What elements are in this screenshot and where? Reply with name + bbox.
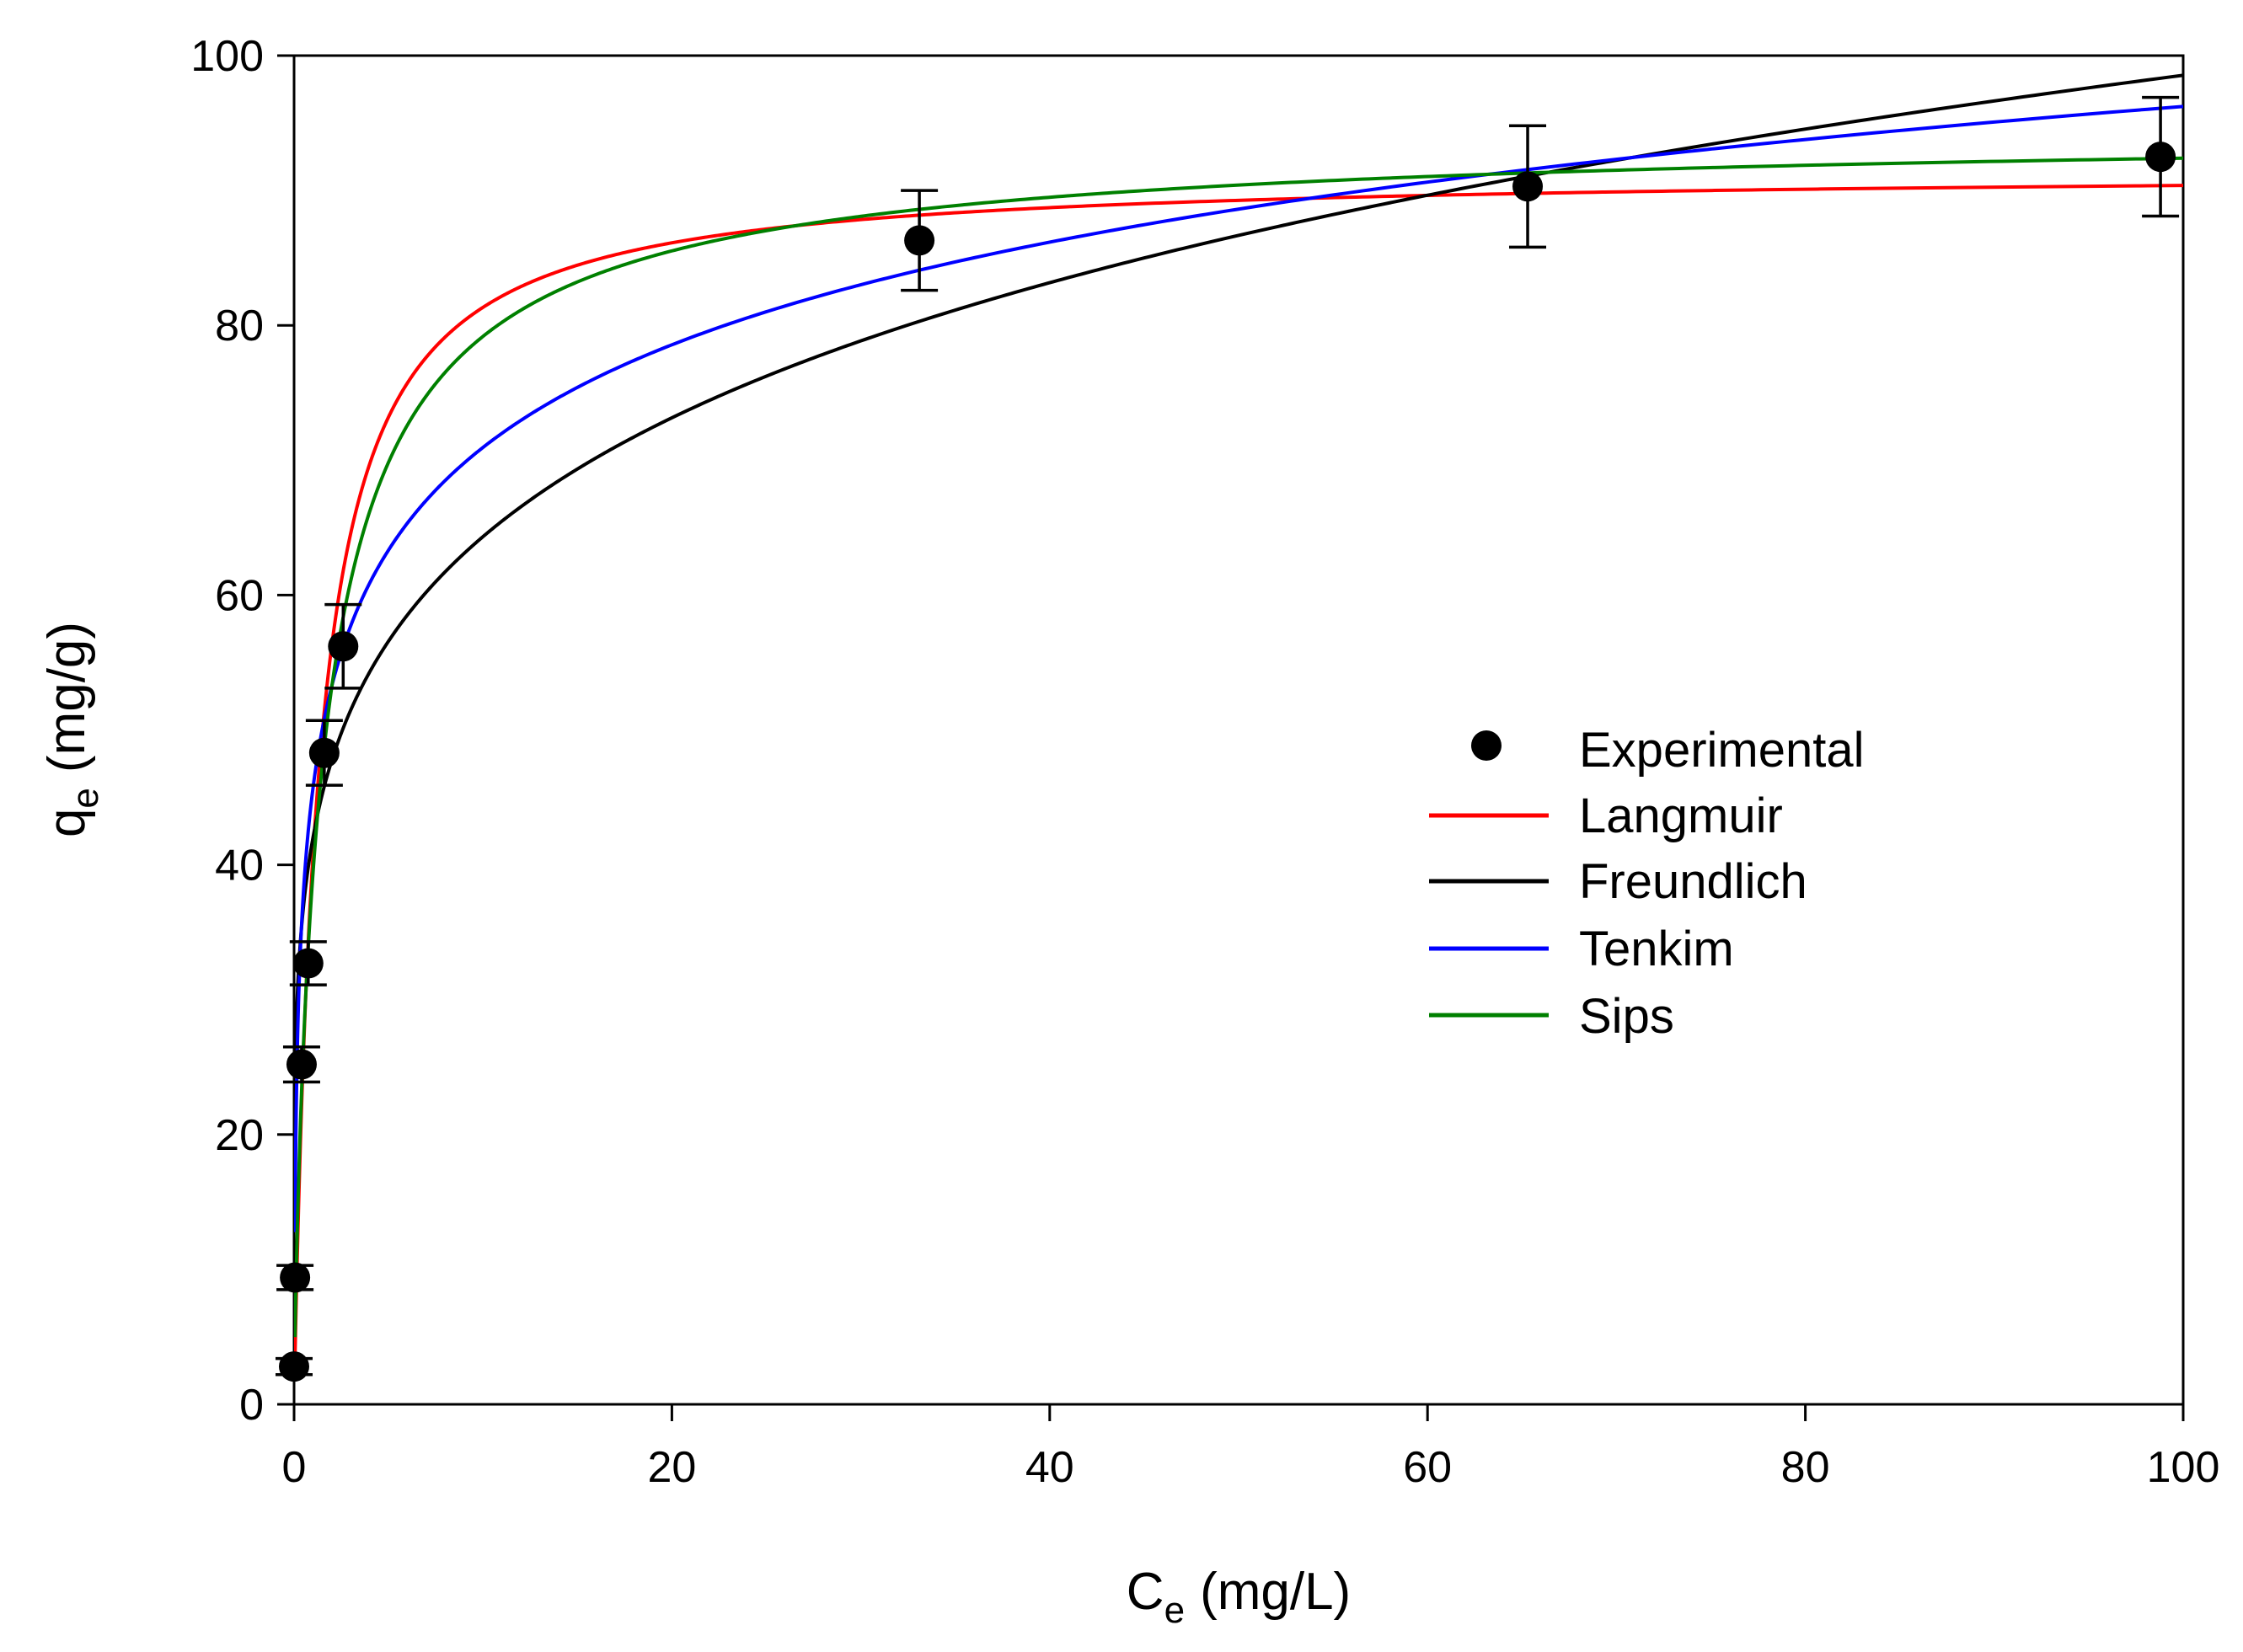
- y-tick-label: 80: [215, 302, 264, 350]
- legend-item-tenkim: Tenkim: [1429, 922, 1734, 976]
- y-axis-label-unit: (mg/g): [38, 622, 96, 773]
- experimental-point: [308, 737, 340, 768]
- experimental-point: [280, 1262, 311, 1293]
- experimental-points: [276, 95, 2180, 1382]
- curve-tenkim: [294, 104, 2183, 1232]
- y-axis-label: qe (mg/g): [38, 622, 106, 837]
- experimental-point: [2145, 142, 2176, 173]
- plot-frame: [292, 54, 2185, 1406]
- x-tick-label: 80: [1781, 1443, 1830, 1492]
- x-tick-label: 40: [1025, 1443, 1074, 1492]
- x-tick-label: 100: [2147, 1443, 2220, 1492]
- experimental-point: [279, 1351, 309, 1382]
- x-axis-label-main: C: [1127, 1563, 1164, 1621]
- y-tick-label: 100: [190, 32, 264, 81]
- legend-item-sips: Sips: [1429, 989, 1674, 1044]
- x-tick-label: 20: [647, 1443, 696, 1492]
- legend-item-freundlich: Freundlich: [1429, 854, 1807, 909]
- legend-label-langmuir: Langmuir: [1579, 789, 1783, 843]
- x-tick-label: 0: [282, 1443, 307, 1492]
- y-axis-label-subscript: e: [65, 788, 106, 808]
- experimental-point: [1512, 171, 1544, 202]
- x-axis-label: Ce (mg/L): [1127, 1563, 1351, 1631]
- legend-label-experimental: Experimental: [1579, 723, 1864, 778]
- legend-label-freundlich: Freundlich: [1579, 854, 1807, 909]
- experimental-point: [286, 1049, 317, 1080]
- y-tick-label: 60: [215, 571, 264, 620]
- experimental-point: [292, 948, 324, 979]
- experimental-point: [328, 631, 359, 662]
- y-axis-label-main: q: [38, 809, 96, 837]
- x-axis-label-subscript: e: [1164, 1590, 1185, 1631]
- legend-marker-experimental: [1471, 730, 1502, 761]
- legend-label-tenkim: Tenkim: [1579, 922, 1734, 976]
- y-axis-ticks: 0 20 40 60 80 100: [190, 32, 294, 1430]
- legend-label-sips: Sips: [1579, 989, 1674, 1044]
- legend-item-langmuir: Langmuir: [1429, 789, 1783, 843]
- y-tick-label: 0: [239, 1381, 264, 1430]
- y-tick-label: 20: [215, 1111, 264, 1160]
- legend: Experimental Langmuir Freundlich Tenkim …: [1429, 723, 1864, 1044]
- x-axis-label-unit: (mg/L): [1200, 1563, 1351, 1621]
- x-axis-ticks: 0 20 40 60 80 100: [282, 1404, 2220, 1492]
- legend-item-experimental: Experimental: [1471, 723, 1864, 778]
- experimental-point: [904, 225, 935, 256]
- y-tick-label: 40: [215, 842, 264, 890]
- x-tick-label: 60: [1403, 1443, 1452, 1492]
